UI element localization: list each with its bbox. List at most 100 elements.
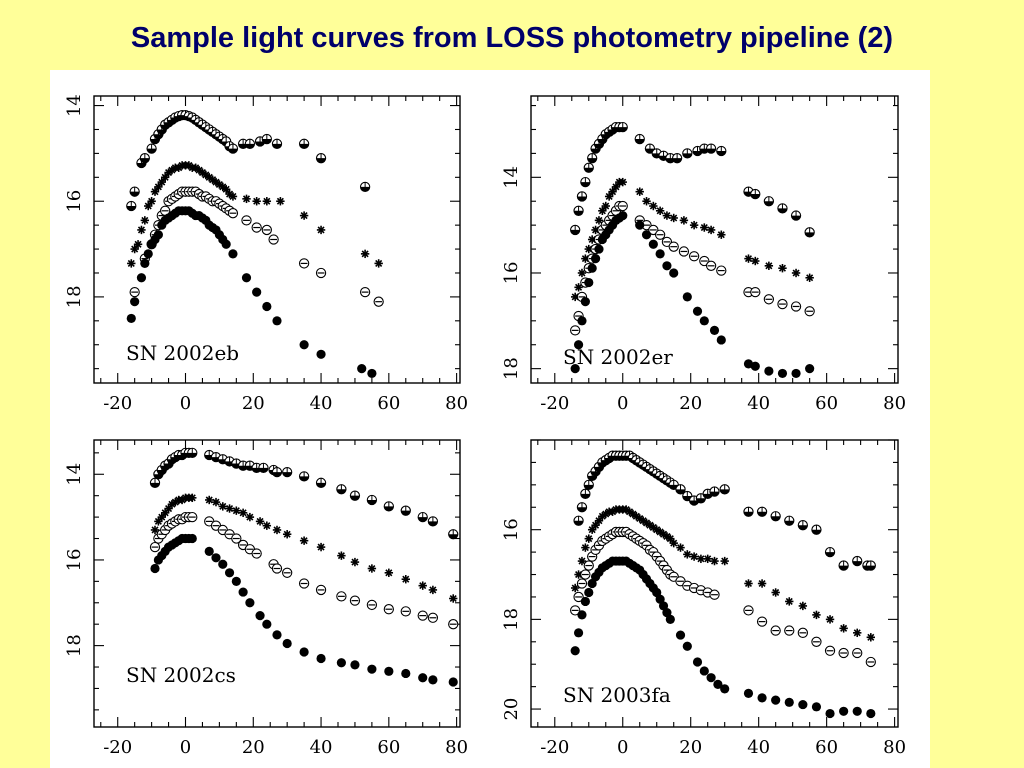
data-point-filled [648, 239, 658, 249]
data-point-filled [238, 587, 248, 597]
data-point-filled [570, 364, 580, 374]
data-point-open-circle [366, 599, 378, 611]
data-point-star [337, 551, 346, 560]
data-point-half-filled [271, 466, 283, 478]
data-point-star [418, 581, 427, 590]
data-point-star [785, 597, 794, 606]
data-point-open-circle [709, 589, 720, 600]
data-point-open-circle [583, 560, 594, 571]
data-point-open-circle [570, 325, 581, 336]
data-point-star [384, 568, 394, 577]
data-point-half-filled [580, 176, 591, 188]
data-point-star [160, 508, 170, 518]
data-point-star [649, 201, 658, 211]
plot-frame [93, 439, 461, 728]
x-tick-label: 80 [883, 393, 906, 414]
data-point-open-circle [770, 625, 781, 636]
data-point-open-circle [261, 224, 272, 236]
data-point-filled [448, 677, 458, 687]
data-point-star [591, 225, 600, 235]
data-point-star [771, 588, 780, 597]
data-point-open-circle [576, 578, 588, 589]
data-point-open-circle [187, 511, 198, 523]
data-point-star [866, 633, 876, 642]
x-tick-label: 80 [445, 737, 468, 758]
data-point-star [252, 197, 261, 206]
supernova-label: SN 2003fa [563, 683, 671, 707]
data-point-open-circle [804, 306, 815, 317]
data-point-half-filled [336, 484, 347, 495]
data-point-half-filled [784, 515, 795, 526]
light-curve-panel-sn-2003fa: -20 0 20 40 60 80 16 18 20 SN 2003fa [501, 439, 906, 758]
data-point-open-circle [251, 548, 262, 559]
data-point-open-circle [160, 205, 171, 216]
data-point-star [299, 536, 309, 545]
data-point-open-circle [241, 215, 252, 226]
data-point-open-circle [580, 569, 591, 580]
data-point-star [316, 542, 326, 552]
data-point-filled [743, 688, 754, 698]
data-point-open-circle [763, 294, 775, 305]
series-1-star [570, 505, 876, 642]
data-point-star [683, 550, 692, 559]
data-point-star [812, 610, 821, 620]
data-point-half-filled [400, 505, 411, 516]
data-point-filled [136, 273, 147, 283]
data-point-star [147, 197, 156, 206]
data-point-half-filled [227, 143, 239, 154]
y-tick-label: 18 [501, 608, 522, 631]
data-point-star [689, 220, 699, 230]
data-point-half-filled [587, 153, 598, 164]
data-point-star [720, 556, 729, 566]
data-point-filled [211, 553, 221, 563]
series-2-circle-dash [149, 511, 459, 630]
data-point-star [360, 249, 370, 259]
data-point-half-filled [583, 479, 594, 490]
series-3-filled [570, 556, 876, 719]
data-point-star [791, 268, 801, 278]
data-point-filled [798, 699, 808, 710]
data-point-half-filled [349, 490, 361, 501]
data-point-filled [618, 210, 628, 221]
data-point-star [805, 273, 814, 282]
data-point-filled [384, 666, 394, 676]
data-point-half-filled [634, 133, 645, 145]
data-point-star [662, 211, 672, 220]
data-point-filled [635, 220, 645, 230]
light-curve-panel-sn-2002eb: -20 0 20 40 60 80 14 16 18 SN 2002eb [64, 94, 468, 414]
series-1-star [150, 493, 458, 603]
data-point-half-filled [576, 502, 588, 513]
data-point-half-filled [573, 205, 584, 216]
data-point-filled [272, 630, 282, 640]
data-point-open-circle [400, 606, 411, 617]
y-tick-label: 14 [501, 166, 522, 189]
data-point-filled [839, 706, 849, 716]
data-point-star [574, 283, 583, 292]
data-point-filled [720, 684, 730, 694]
data-point-half-filled [149, 477, 161, 488]
data-point-open-circle [383, 604, 394, 615]
data-point-filled [584, 587, 594, 598]
x-tick-label: 60 [815, 393, 838, 414]
data-point-star [577, 556, 587, 566]
data-point-open-circle [668, 241, 679, 252]
data-point-half-filled [244, 138, 256, 149]
data-point-filled [805, 364, 815, 374]
data-point-star [764, 261, 774, 271]
x-tick-label: 0 [617, 393, 628, 414]
data-point-filled [231, 576, 241, 586]
data-point-star [428, 585, 438, 595]
data-point-open-circle [716, 265, 727, 276]
y-tick-label: 18 [64, 285, 85, 308]
x-tick-label: -20 [103, 737, 132, 758]
data-point-star [757, 579, 767, 588]
data-point-filled [771, 695, 781, 705]
data-point-star [744, 579, 753, 588]
series-1-star [127, 161, 383, 268]
data-point-half-filled [838, 560, 849, 571]
data-point-filled [367, 664, 377, 674]
data-point-filled [665, 614, 675, 624]
data-point-filled [699, 316, 709, 326]
data-point-half-filled [129, 186, 140, 197]
data-point-star [601, 201, 610, 211]
